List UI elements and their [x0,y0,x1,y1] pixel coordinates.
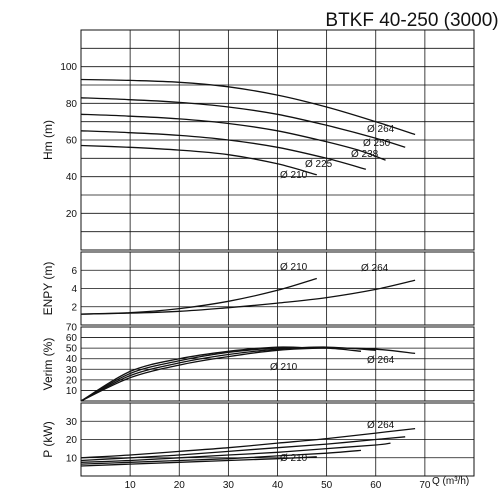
x-tick-label: 50 [321,480,333,491]
curve-head-238 [80,113,386,161]
curve-npsh-210 [80,277,317,315]
x-tick-label: 70 [419,480,431,491]
curve-head-250 [80,97,406,148]
y-axis-label: ENPY (m) [41,262,55,316]
panel-npsh: 2 4 6 ENPY (m) Ø 210 Ø 264 [41,251,475,326]
curve-power-210 [80,456,317,467]
curve-label: Ø 210 [280,453,308,464]
y-tick-label: 30 [66,365,78,376]
curve-efficiency-210 [80,346,312,402]
x-tick-label: 30 [223,480,235,491]
panel-efficiency: 20 40 60 10 30 50 70 Verim (%) Ø 210 Ø 264 [41,323,475,402]
x-tick-label: 40 [272,480,284,491]
y-tick-label: 20 [66,435,78,446]
curve-head-225 [80,130,367,170]
x-axis: 10 20 30 40 50 60 70 [125,480,431,491]
y-tick-label: 100 [60,62,77,73]
curve-label: Ø 264 [361,263,389,274]
curve-label: Ø 210 [280,262,308,273]
y-tick-label: 2 [71,302,77,313]
curve-efficiency-mid-2 [80,347,362,402]
curve-power-225 [80,449,362,465]
panel-frame [80,326,475,402]
y-tick-label: 40 [66,172,78,183]
curve-npsh-264 [80,279,416,315]
panel-frame [80,402,475,477]
y-axis-label: P (kW) [41,421,55,457]
x-axis-label: Q (m³/h) [432,476,469,487]
curve-power-238 [80,442,391,463]
curve-label: Ø 210 [270,362,298,373]
curve-head-264 [80,78,416,136]
curve-power-264 [80,427,416,459]
y-tick-label: 60 [66,333,78,344]
chart-title: BTKF 40-250 (3000) [325,10,498,31]
panel-frame [80,251,475,326]
y-tick-label: 30 [66,417,78,428]
curve-label: Ø 210 [280,170,308,181]
x-tick-label: 10 [125,480,137,491]
curve-label: Ø 250 [363,138,391,149]
x-tick-label: 20 [174,480,186,491]
y-tick-label: 50 [66,344,78,355]
y-tick-label: 70 [66,323,78,334]
y-tick-label: 40 [66,354,78,365]
curve-label: Ø 264 [367,420,395,431]
y-tick-label: 20 [66,375,78,386]
x-tick-label: 60 [370,480,382,491]
y-axis-label: Verim (%) [41,338,55,391]
curve-efficiency-264 [80,347,416,402]
curve-label: Ø 238 [351,149,379,160]
y-axis-label: Hm (m) [41,120,55,160]
y-tick-label: 80 [66,99,78,110]
y-tick-label: 10 [66,386,78,397]
curve-label: Ø 264 [367,124,395,135]
y-tick-label: 60 [66,136,78,147]
curve-head-210 [80,144,317,176]
curve-label: Ø 225 [305,159,333,170]
panel-frame [80,29,475,251]
y-tick-label: 4 [71,284,77,295]
y-tick-label: 20 [66,209,78,220]
curve-power-250 [80,436,406,462]
y-tick-label: 10 [66,453,78,464]
curve-label: Ø 264 [367,355,395,366]
curve-efficiency-mid-1 [80,346,376,402]
panel-power: 10 20 30 P (kW) Ø 264 Ø 210 [41,402,475,477]
y-tick-label: 6 [71,266,77,277]
